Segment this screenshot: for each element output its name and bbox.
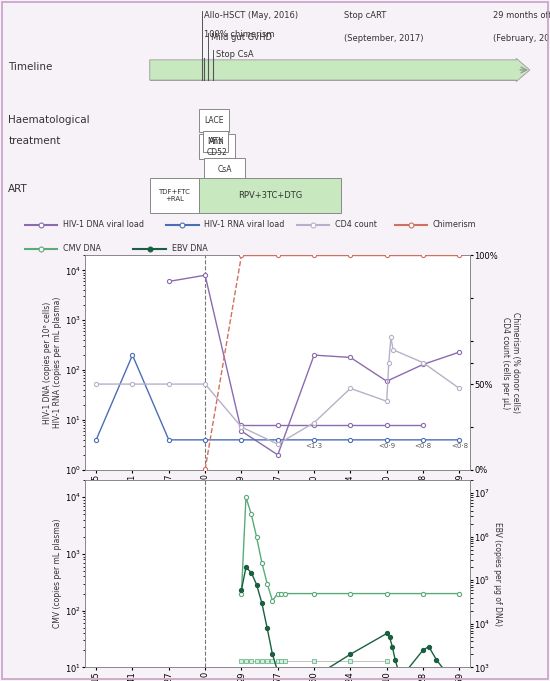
Text: Chimerism: Chimerism	[433, 220, 476, 229]
Y-axis label: EBV (copies per µg of DNA): EBV (copies per µg of DNA)	[493, 522, 502, 626]
Bar	[204, 131, 228, 153]
Text: 29 months off cART: 29 months off cART	[493, 11, 550, 20]
Text: RPV+3TC+DTG: RPV+3TC+DTG	[238, 191, 302, 200]
Text: treatment: treatment	[8, 136, 60, 146]
Text: TDF+FTC
+RAL: TDF+FTC +RAL	[158, 189, 190, 202]
Text: CD4 count: CD4 count	[335, 220, 377, 229]
Text: Mild gut GvHD: Mild gut GvHD	[211, 33, 272, 42]
Text: Timeline: Timeline	[8, 62, 53, 72]
Text: HIV-1 DNA viral load: HIV-1 DNA viral load	[63, 220, 144, 229]
Text: EBV DNA: EBV DNA	[172, 244, 207, 253]
FancyArrow shape	[150, 59, 530, 82]
Text: Anti
CD52: Anti CD52	[206, 137, 227, 157]
Text: ART: ART	[8, 184, 28, 194]
Text: (February, 2020): (February, 2020)	[493, 34, 550, 43]
Bar	[199, 109, 229, 132]
Bar	[150, 178, 199, 214]
Text: (September, 2017): (September, 2017)	[344, 34, 424, 43]
Text: Allo-HSCT (May, 2016): Allo-HSCT (May, 2016)	[204, 11, 299, 20]
Text: <0·8: <0·8	[451, 443, 468, 449]
Bar	[199, 134, 234, 159]
Bar	[199, 178, 341, 214]
Text: CsA: CsA	[218, 165, 232, 174]
Text: MTX: MTX	[207, 137, 224, 146]
Y-axis label: HIV-1 DNA (copies per 10⁶ cells)
HIV-1 RNA (copies per mL plasma): HIV-1 DNA (copies per 10⁶ cells) HIV-1 R…	[43, 297, 62, 428]
Text: Haematological: Haematological	[8, 115, 90, 125]
Text: 100% chimerism: 100% chimerism	[204, 31, 275, 39]
Bar	[150, 60, 518, 80]
Text: <0·8: <0·8	[415, 443, 432, 449]
Bar	[205, 158, 245, 181]
Text: LACE: LACE	[205, 116, 224, 125]
Text: HIV-1 RNA viral load: HIV-1 RNA viral load	[204, 220, 284, 229]
Text: Stop cART: Stop cART	[344, 11, 386, 20]
Y-axis label: Chimerism (% donor cells)
CD4 count (cells per µL): Chimerism (% donor cells) CD4 count (cel…	[501, 312, 520, 413]
Text: Stop CsA: Stop CsA	[216, 50, 254, 59]
Text: <0·9: <0·9	[378, 443, 395, 449]
Text: <1·3: <1·3	[305, 443, 323, 449]
Text: CMV DNA: CMV DNA	[63, 244, 101, 253]
Y-axis label: CMV (copies per mL plasma): CMV (copies per mL plasma)	[53, 519, 62, 629]
